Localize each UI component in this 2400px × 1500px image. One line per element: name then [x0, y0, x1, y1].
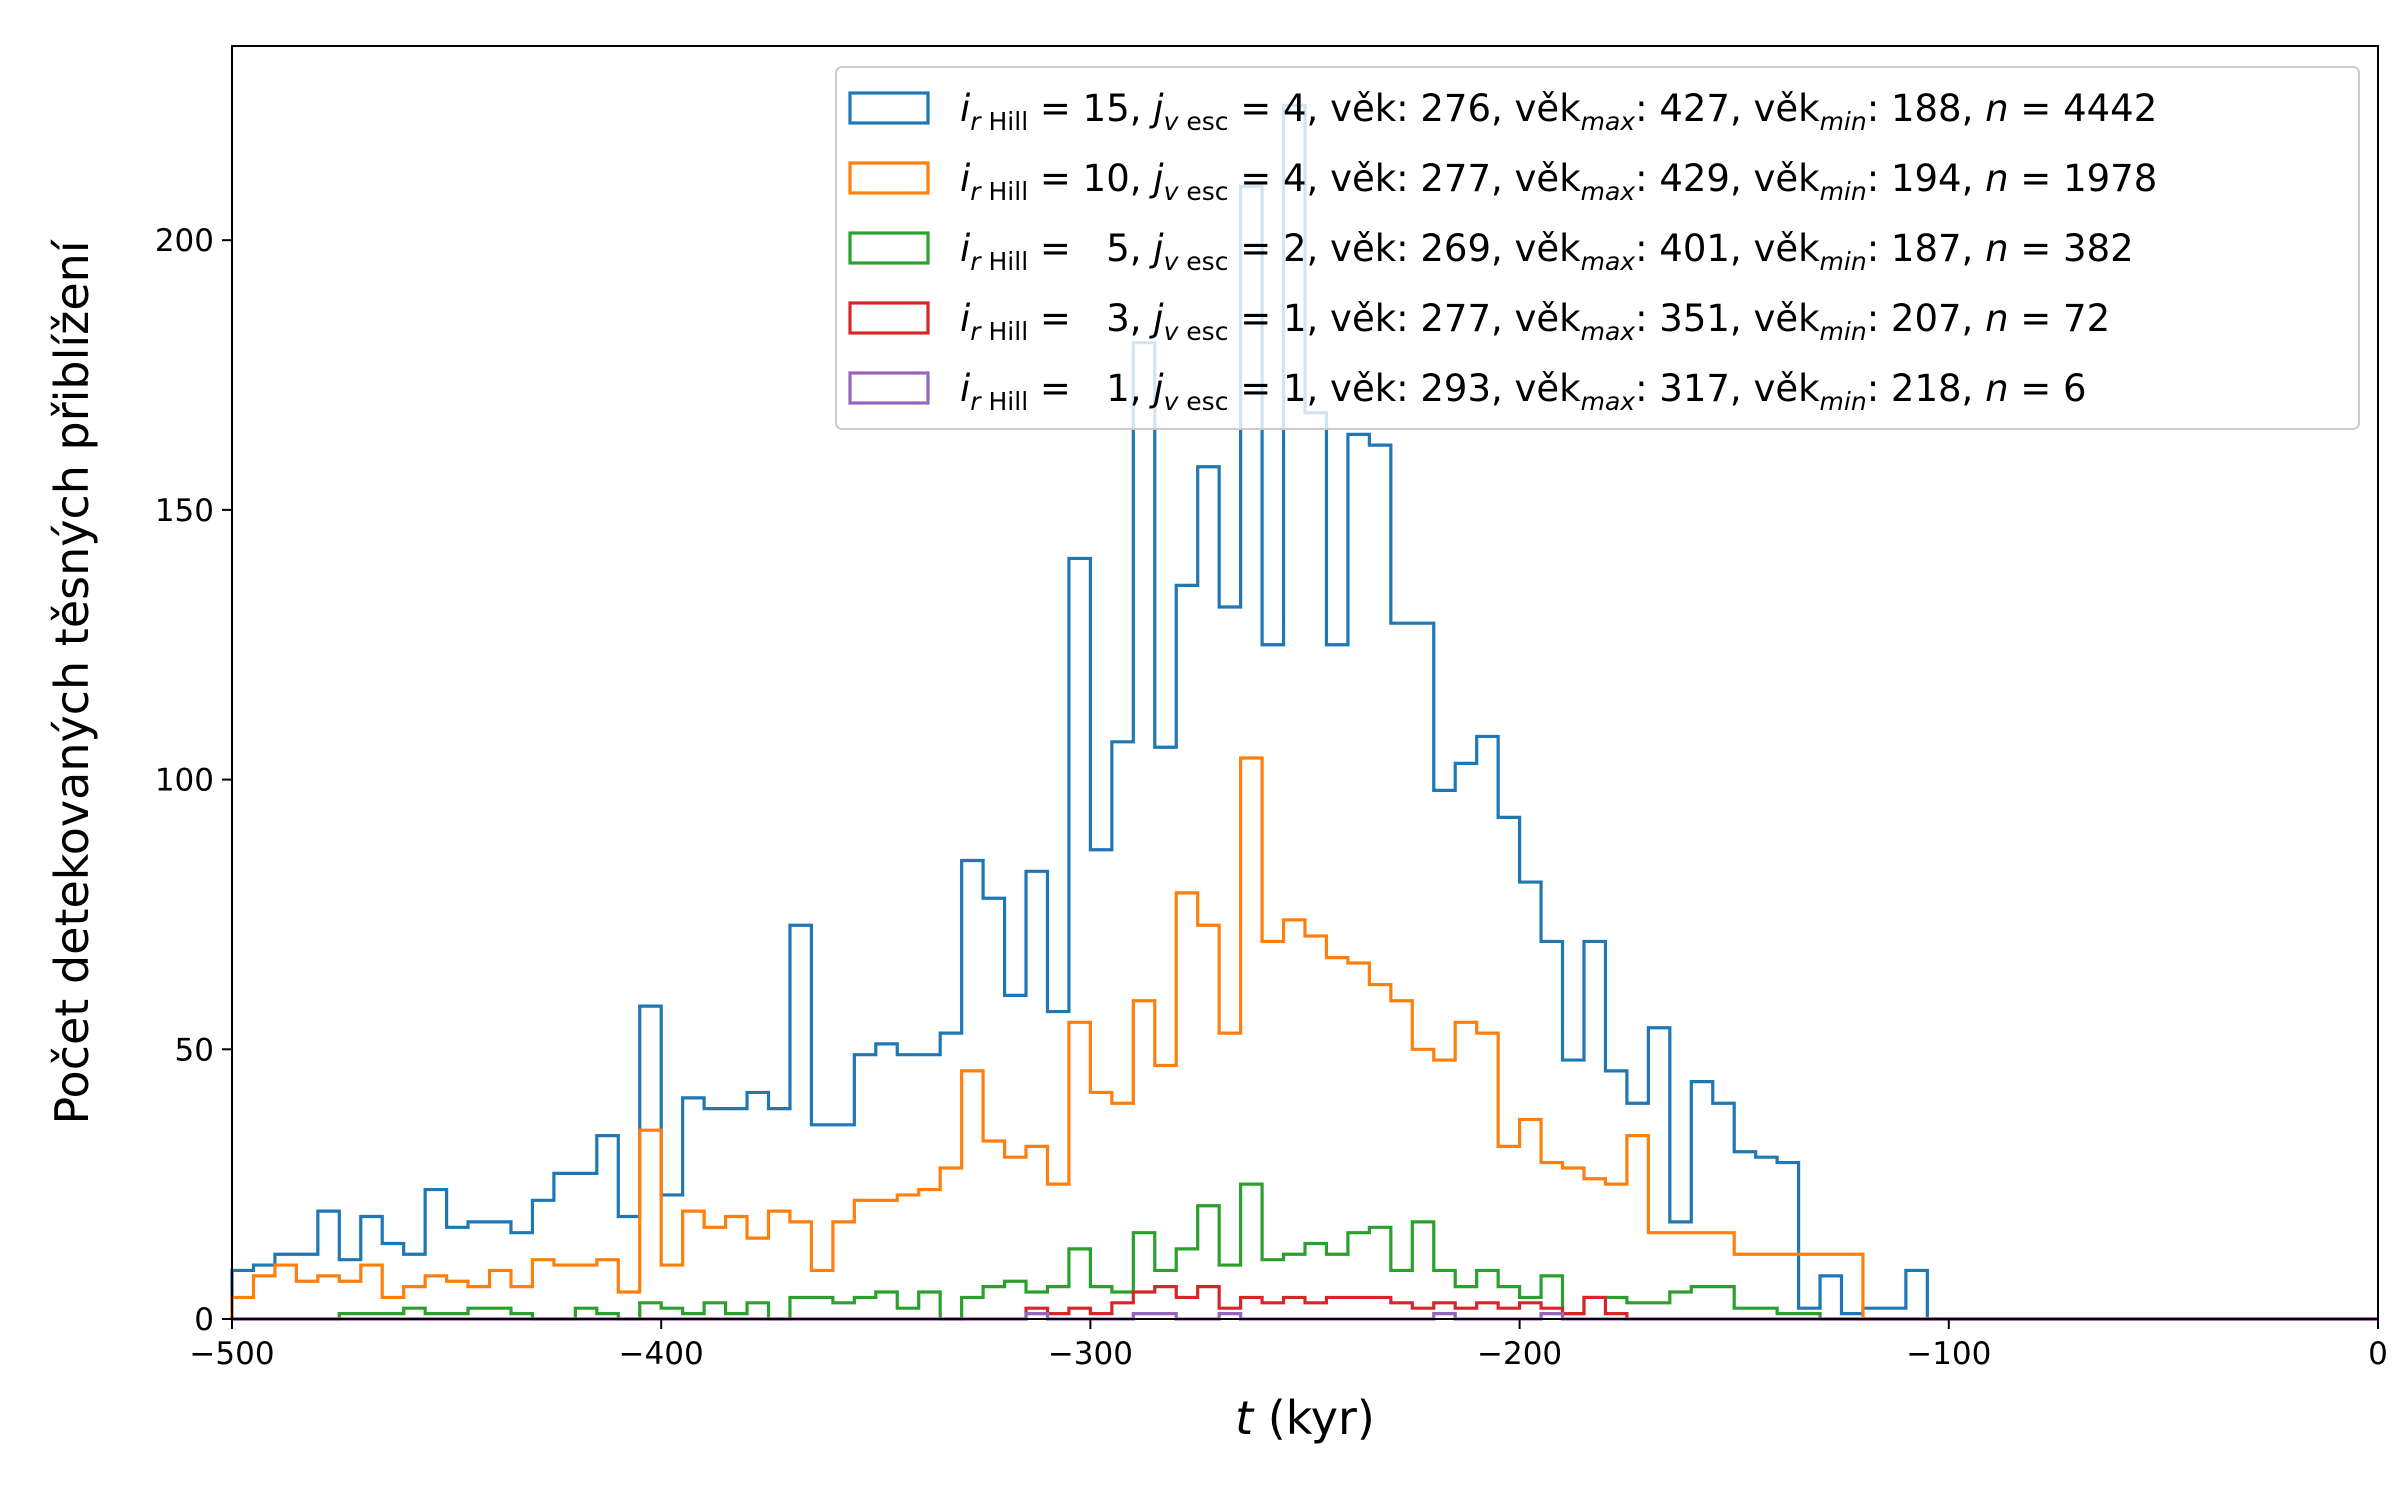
series-line-3 — [232, 1182, 2378, 1321]
legend: ir Hill = 15, jv esc = 4, věk: 276, věkm… — [835, 66, 2360, 430]
legend-entry-4: ir Hill = 3, jv esc = 1, věk: 277, věkma… — [960, 297, 2110, 346]
x-tick-label: −500 — [189, 1336, 274, 1372]
legend-entry-2: ir Hill = 10, jv esc = 4, věk: 277, věkm… — [960, 157, 2157, 206]
x-tick-label: −300 — [1048, 1336, 1133, 1372]
legend-swatch-4 — [848, 301, 930, 335]
x-axis-label-variable: t — [1235, 1391, 1255, 1445]
y-axis-label: Počet detekovaných těsných přiblížení — [45, 239, 99, 1124]
legend-swatch-3 — [848, 231, 930, 265]
y-tick-label: 200 — [155, 223, 214, 259]
legend-entry-5: ir Hill = 1, jv esc = 1, věk: 293, věkma… — [960, 367, 2087, 416]
y-tick-label: 50 — [175, 1032, 214, 1068]
plot-frame — [231, 45, 2379, 1320]
legend-swatch-1 — [848, 91, 930, 125]
y-tick-label: 0 — [194, 1302, 214, 1338]
y-tick-label: 100 — [155, 763, 214, 799]
series-line-1 — [230, 103, 2378, 1321]
x-axis: −500 −400 −300 −200 −100 0 — [189, 1319, 2388, 1372]
legend-swatch-2 — [848, 161, 930, 195]
x-axis-label-unit: (kyr) — [1253, 1391, 1375, 1445]
x-axis-label: t (kyr) — [1235, 1391, 1375, 1445]
legend-entry-3: ir Hill = 5, jv esc = 2, věk: 269, věkma… — [960, 227, 2134, 276]
legend-entry-1: ir Hill = 15, jv esc = 4, věk: 276, věkm… — [960, 87, 2157, 136]
x-tick-label: −100 — [1906, 1336, 1991, 1372]
y-axis: 0 50 100 150 200 — [155, 223, 232, 1338]
legend-box — [835, 66, 2360, 430]
legend-swatch-5 — [848, 371, 930, 405]
y-tick-label: 150 — [155, 493, 214, 529]
x-tick-label: −200 — [1477, 1336, 1562, 1372]
x-tick-label: −400 — [619, 1336, 704, 1372]
series-line-2 — [230, 756, 2378, 1321]
x-tick-label: 0 — [2368, 1336, 2388, 1372]
